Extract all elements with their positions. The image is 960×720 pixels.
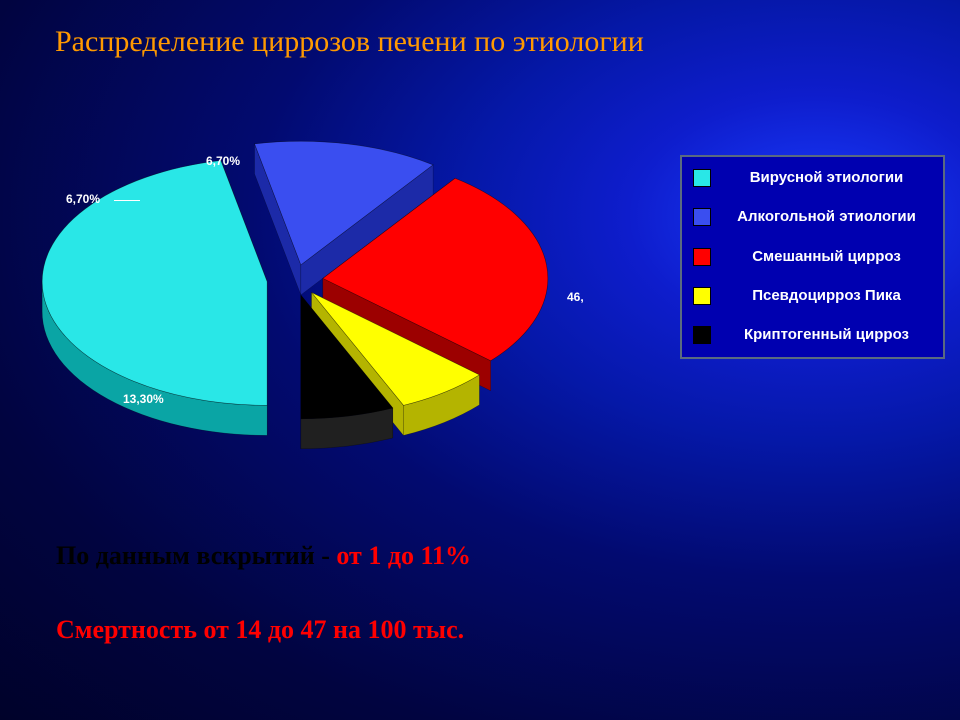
legend: Вирусной этиологии Алкогольной этиологии С…	[680, 155, 945, 359]
caption-2: Смертность от 14 до 47 на 100 тыс.	[56, 616, 464, 645]
legend-label: Алкогольной этиологии	[720, 208, 933, 225]
legend-swatch	[694, 327, 710, 343]
pie-label-right: 46,	[567, 290, 584, 304]
legend-swatch	[694, 209, 710, 225]
legend-swatch	[694, 170, 710, 186]
caption-1-b: от 1 до 11%	[336, 541, 471, 570]
legend-item: Вирусной этиологии	[694, 169, 933, 186]
legend-label: Псевдоцирроз Пика	[720, 287, 933, 304]
legend-item: Криптогенный цирроз	[694, 326, 933, 343]
legend-label: Смешанный цирроз	[720, 248, 933, 265]
legend-item: Алкогольной этиологии	[694, 208, 933, 225]
page-title: Распределение циррозов печени по этиолог…	[55, 22, 644, 63]
legend-label: Вирусной этиологии	[720, 169, 933, 186]
pie-label-bottomleft: 13,30%	[123, 392, 164, 406]
pie-label-top1: 6,70%	[206, 154, 240, 168]
legend-label: Криптогенный цирроз	[720, 326, 933, 343]
caption-1: По данным вскрытий - от 1 до 11%	[56, 542, 471, 571]
legend-item: Смешанный цирроз	[694, 248, 933, 265]
slide: Распределение циррозов печени по этиолог…	[0, 0, 960, 720]
legend-swatch	[694, 288, 710, 304]
legend-item: Псевдоцирроз Пика	[694, 287, 933, 304]
pie-label-topleft1: 6,70%	[66, 192, 100, 206]
pie-leader-topleft1	[114, 200, 140, 201]
pie-chart: 46, 13,30% 6,70% 6,70%	[0, 130, 680, 450]
legend-swatch	[694, 249, 710, 265]
caption-1-a: По данным вскрытий -	[56, 541, 336, 570]
